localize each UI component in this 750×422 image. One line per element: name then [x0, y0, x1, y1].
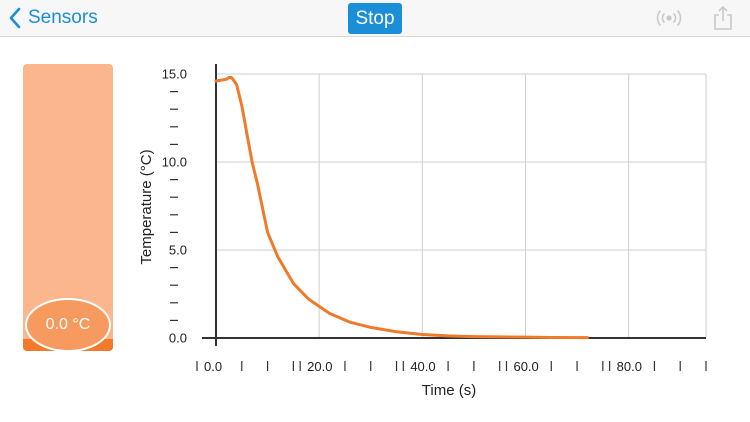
chevron-left-icon [9, 7, 21, 29]
y-tick-label: 5.0 [169, 243, 187, 258]
y-tick-label: 10.0 [162, 155, 187, 170]
y-axis-label: Temperature (°C) [138, 149, 155, 264]
x-tick-label: 60.0 [513, 359, 538, 374]
x-tick-label: 40.0 [410, 359, 435, 374]
x-tick-label: 80.0 [617, 359, 642, 374]
chart-ticks: 0.0 5.0 10.0 15.0 0.0 20.0 40.0 60.0 80.0 [162, 67, 707, 374]
back-label: Sensors [28, 7, 98, 28]
navigation-bar: Sensors Stop [0, 0, 750, 37]
chart-series [214, 76, 589, 340]
x-axis-label: Time (s) [422, 382, 476, 399]
chart-grid [216, 73, 707, 338]
y-tick-label: 15.0 [162, 67, 187, 82]
stop-button[interactable]: Stop [348, 3, 402, 34]
share-icon[interactable] [712, 5, 734, 31]
temperature-series-line [214, 76, 589, 340]
y-tick-label: 0.0 [169, 331, 187, 346]
back-button[interactable]: Sensors [8, 4, 98, 32]
broadcast-icon [656, 9, 682, 27]
chart-axes [202, 64, 706, 346]
x-tick-label: 0.0 [204, 359, 222, 374]
temperature-readout: 0.0 °C [25, 298, 111, 351]
temperature-gauge: 0.0 °C [23, 64, 113, 351]
x-tick-label: 20.0 [307, 359, 332, 374]
